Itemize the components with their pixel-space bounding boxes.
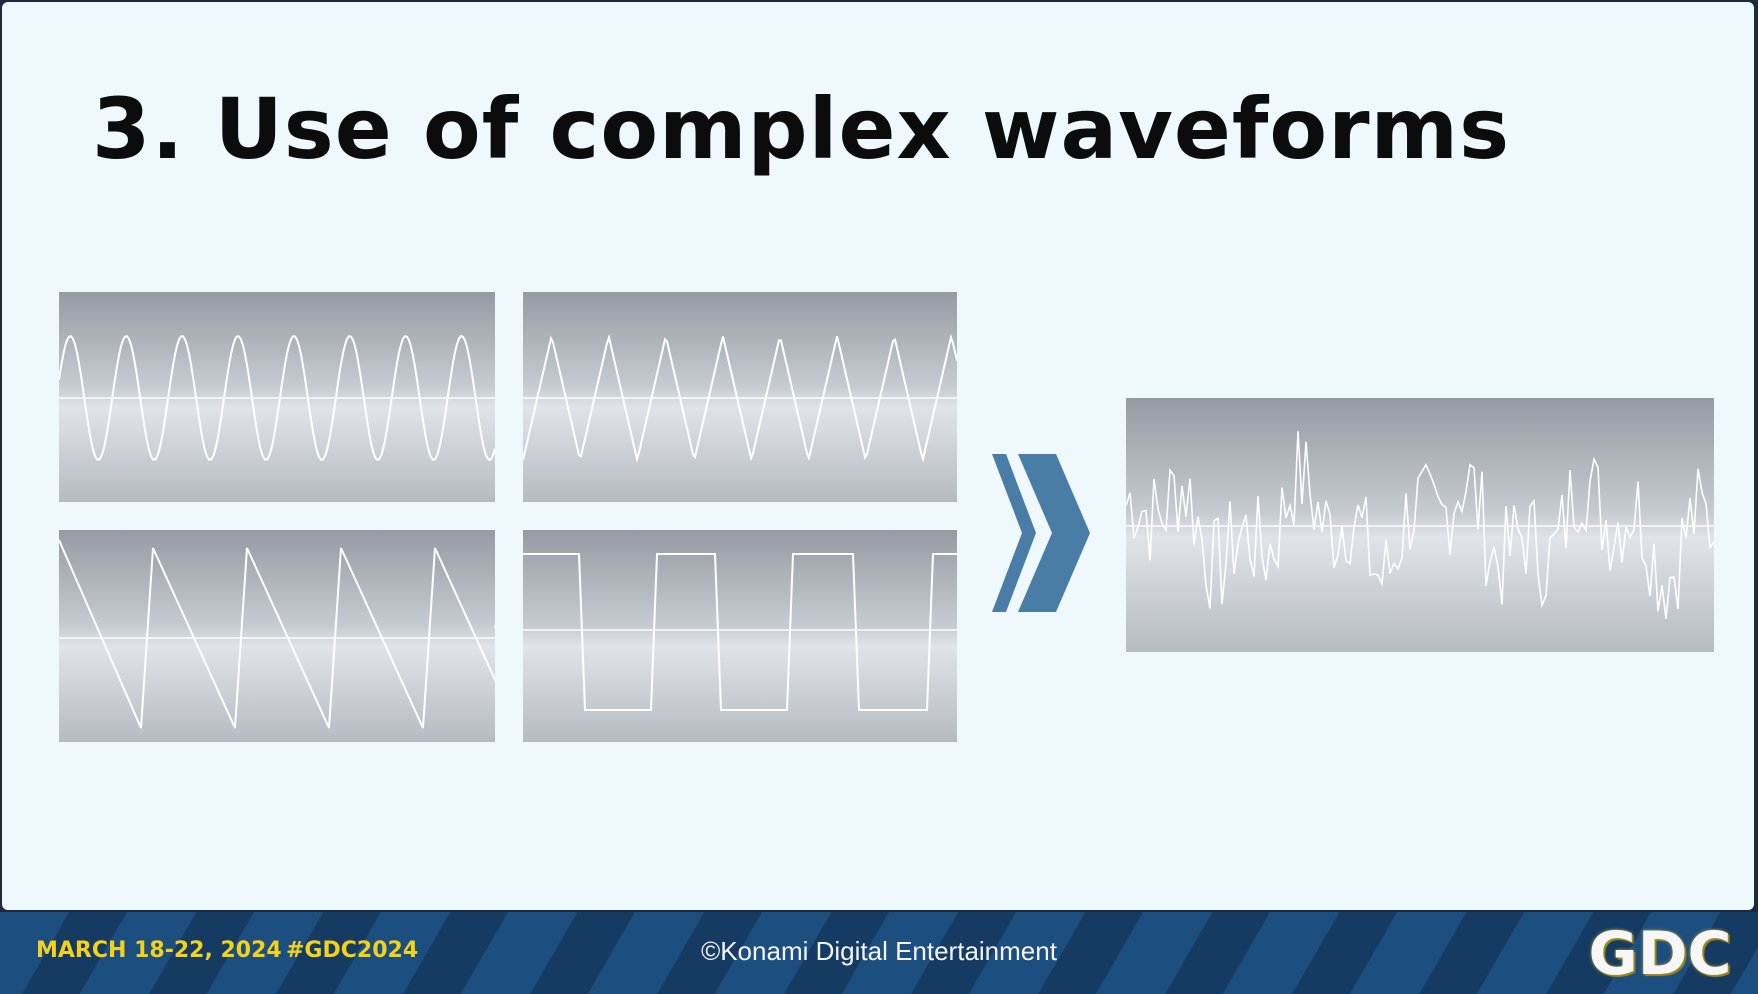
- double-chevron-right-icon: [992, 454, 1090, 612]
- sawtooth-wave: [59, 539, 495, 729]
- square-wave: [523, 553, 957, 711]
- complex-wave-panel: [1126, 398, 1714, 652]
- sine-wave: [59, 334, 495, 462]
- slide: 3. Use of complex waveforms: [2, 2, 1754, 910]
- gdc-logo: GDC: [1572, 918, 1748, 990]
- event-hashtag: #GDC2024: [286, 938, 419, 963]
- complex-wave: [1126, 431, 1714, 619]
- event-date: MARCH 18-22, 2024: [36, 938, 282, 963]
- square-wave-panel: [523, 530, 957, 742]
- triangle-wave: [523, 333, 957, 464]
- triangle-wave-panel: [523, 292, 957, 502]
- footer-bar: MARCH 18-22, 2024 #GDC2024 ©Konami Digit…: [0, 912, 1758, 994]
- copyright-notice: ©Konami Digital Entertainment: [701, 936, 1057, 966]
- gdc-logo-text: GDC: [1588, 919, 1732, 989]
- sine-wave-panel: [59, 292, 495, 502]
- slide-title: 3. Use of complex waveforms: [92, 80, 1511, 178]
- sawtooth-wave-panel: [59, 530, 495, 742]
